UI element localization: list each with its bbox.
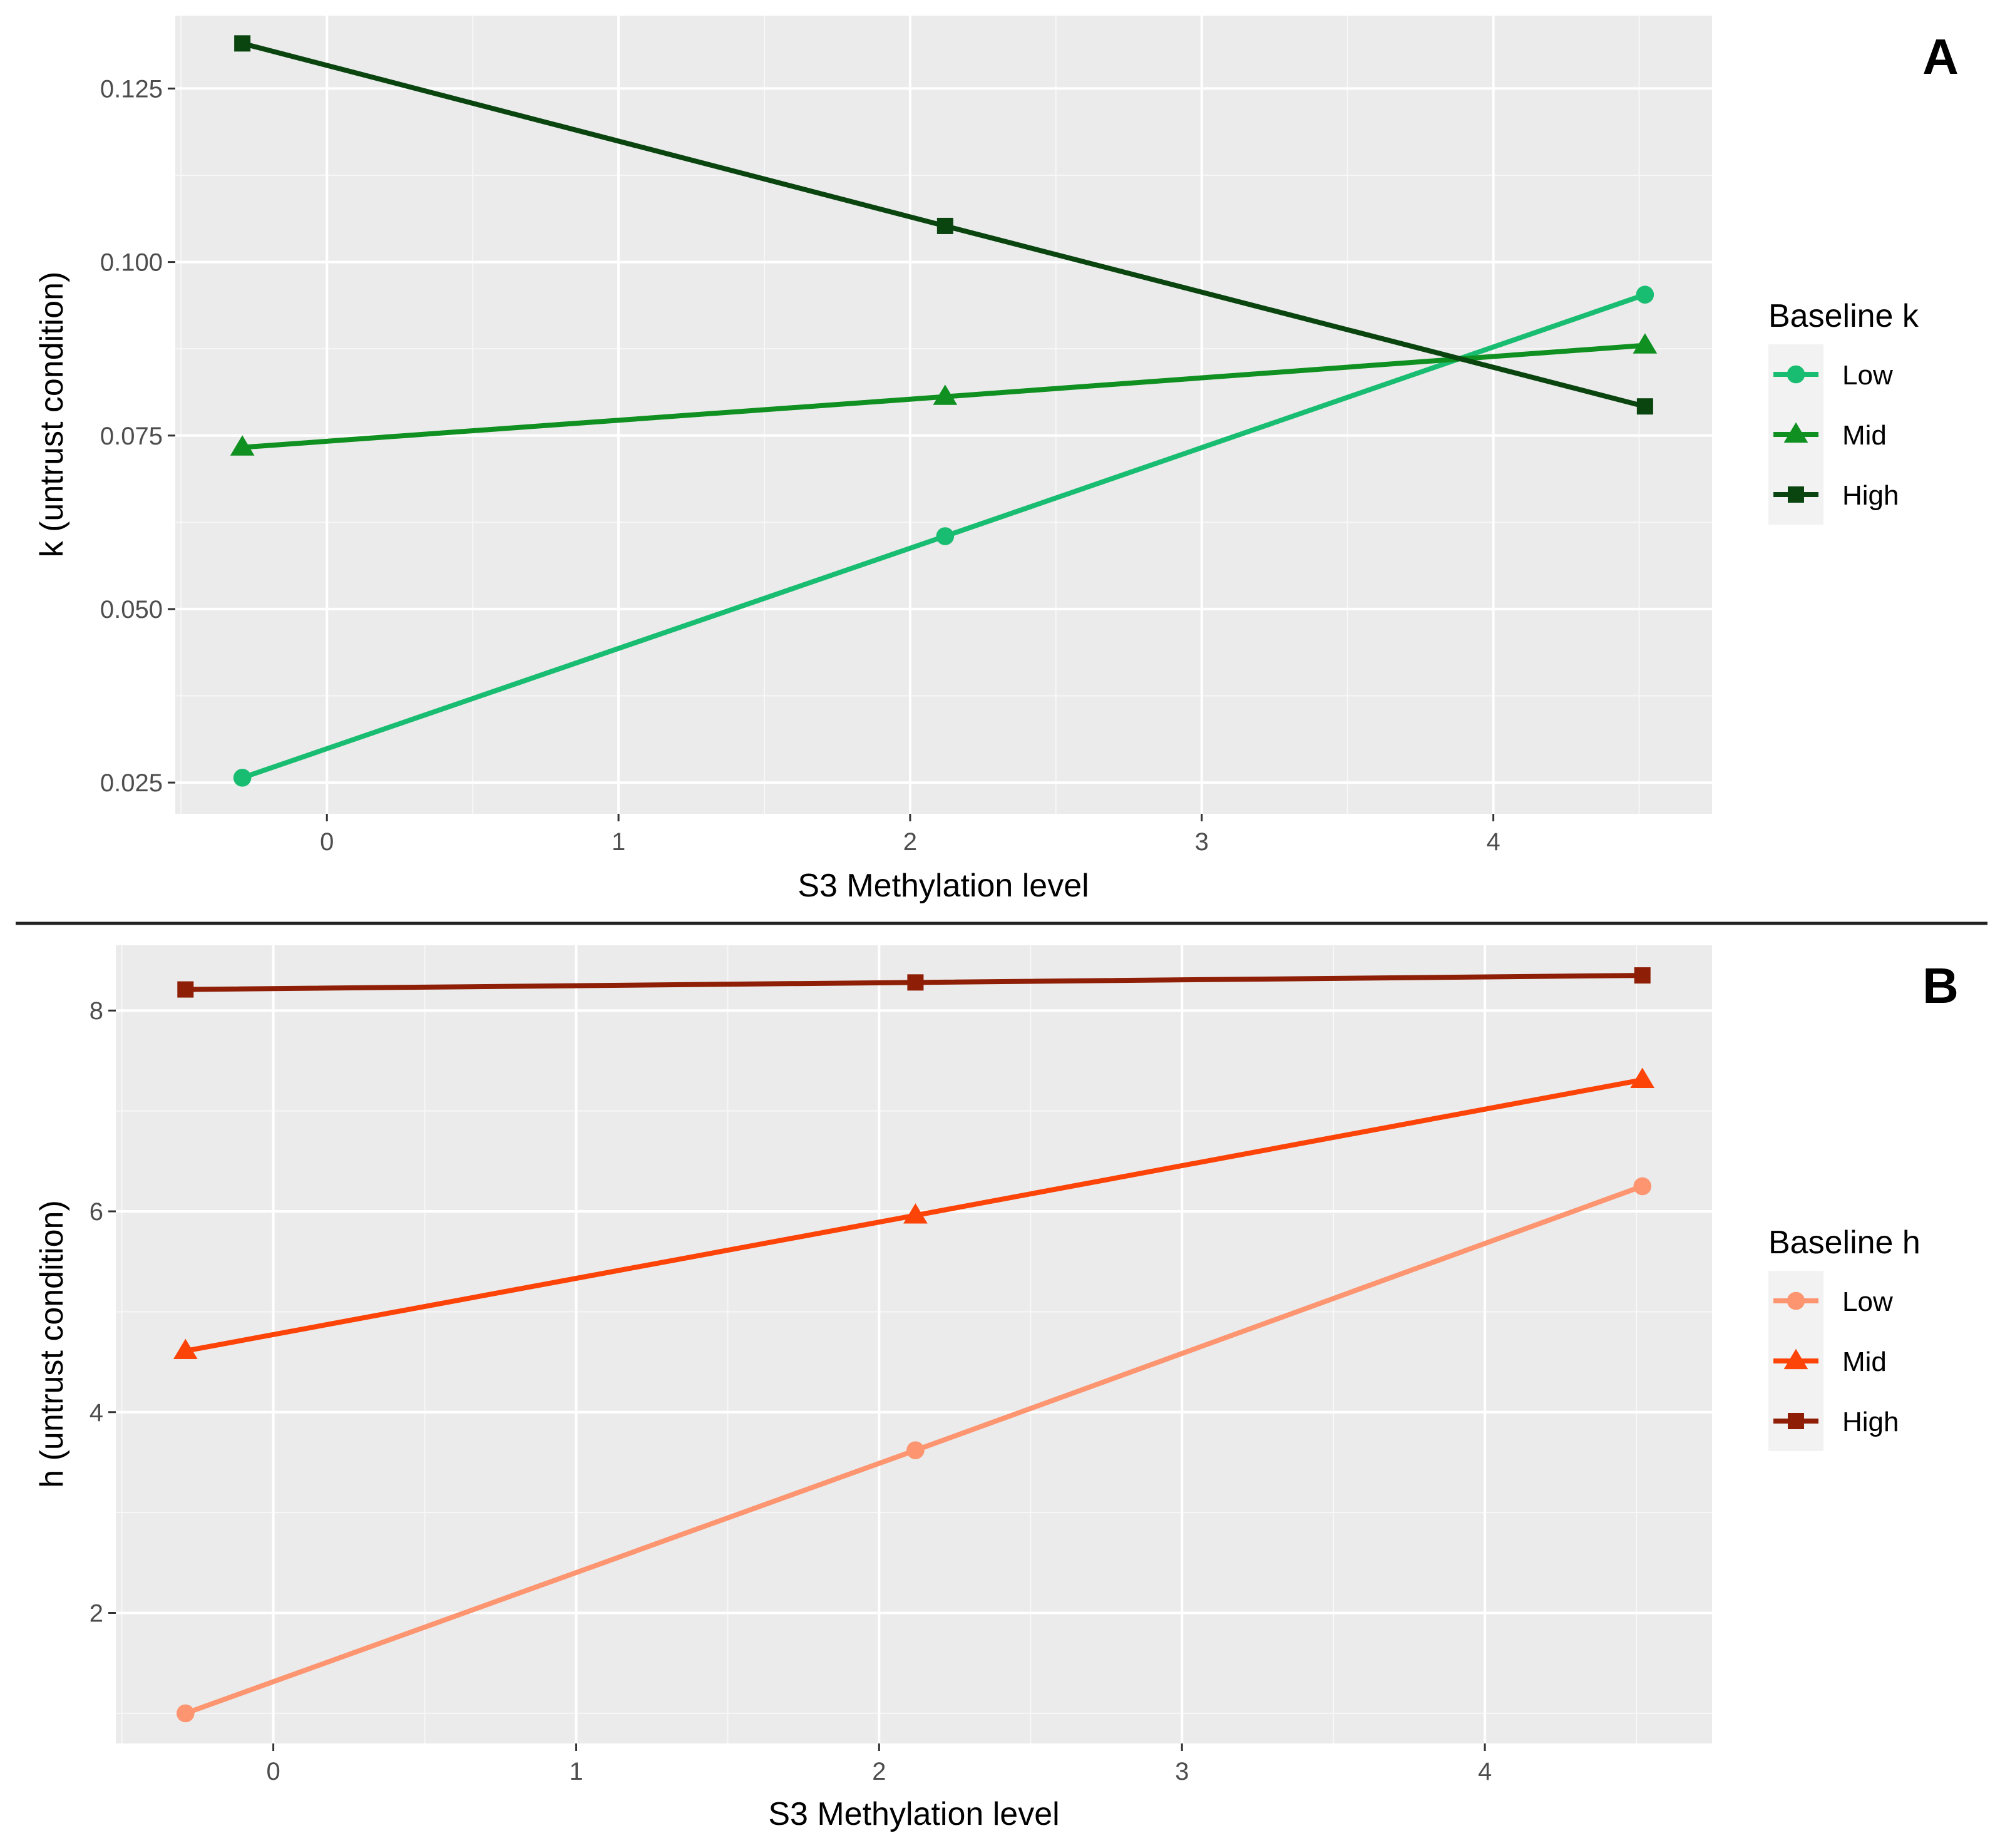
major-grid-y [175,87,1712,784]
data-point-mid [1630,1067,1655,1089]
y-tick-label: 8 [90,997,103,1025]
minor-grid-y [116,1110,1712,1714]
panel-b: 0 1 2 3 4 2 4 6 8 S3 Methylation level h (untru… [34,945,1959,1832]
plot-background [175,16,1712,814]
major-grid-y [116,1009,1712,1614]
legend-title: Baseline k [1768,298,1919,334]
y-tick-label: 6 [90,1198,103,1226]
series-low [233,285,1654,787]
y-tick-label: 2 [90,1600,103,1628]
data-point-high [907,974,924,991]
legend-item-high: High [1768,1391,1899,1451]
y-tick-label: 4 [90,1399,103,1427]
x-axis-title: S3 Methylation level [768,1796,1059,1832]
minor-grid-x [180,16,1640,814]
legend-key-marker [1783,422,1808,443]
y-tick-label: 0.075 [100,423,163,450]
data-point-high [1634,967,1651,984]
panel-letter: B [1922,958,1959,1014]
data-point-high [1636,398,1653,415]
y-tick-label: 0.100 [100,249,163,277]
legend-key-marker [1783,1348,1808,1370]
data-point-low [233,769,252,787]
data-point-mid [903,1203,928,1224]
legend-item-high: High [1768,465,1899,525]
series-layer [230,35,1658,787]
data-point-low [906,1441,925,1459]
panel-a: 0 1 2 3 4 0.025 0.050 0.075 0.100 0.125 S3 Methy… [34,16,1959,904]
data-point-mid [173,1338,198,1360]
series-layer [173,967,1655,1723]
y-tick-label: 0.125 [100,75,163,103]
plot-background [116,945,1712,1743]
legend-key-marker [1788,486,1804,503]
data-point-high [936,217,953,234]
legend: Baseline h Low Mid High [1768,1224,1921,1451]
x-tick-label: 4 [1486,828,1500,856]
legend-label-low: Low [1842,1286,1893,1317]
legend-label-mid: Mid [1842,1347,1887,1377]
legend-title: Baseline h [1768,1224,1921,1261]
x-tick-label: 2 [903,828,917,856]
legend-key-marker [1787,365,1805,384]
legend-item-mid: Mid [1768,1331,1887,1391]
series-high [234,35,1653,415]
major-grid-x [272,945,1487,1743]
data-point-low [936,527,955,545]
legend-item-mid: Mid [1768,404,1887,465]
x-axis: 0 1 2 3 4 [266,1743,1492,1785]
data-point-low [1633,1177,1652,1196]
legend-label-high: High [1842,480,1899,511]
y-axis-title: h (untrust condition) [34,1200,70,1488]
series-high [177,967,1651,998]
series-mid [230,333,1658,456]
x-tick-label: 0 [320,828,334,856]
x-tick-label: 2 [872,1758,886,1785]
x-tick-label: 1 [569,1758,583,1785]
y-tick-label: 0.025 [100,769,163,797]
panel-letter: A [1922,29,1959,85]
major-grid-x [326,16,1495,814]
x-axis-title: S3 Methylation level [797,868,1089,904]
x-tick-label: 3 [1195,828,1209,856]
data-point-high [234,35,251,52]
data-point-mid [230,435,255,456]
data-point-low [176,1704,195,1723]
x-tick-label: 1 [612,828,625,856]
legend-key-marker [1787,1291,1805,1310]
x-tick-label: 4 [1478,1758,1492,1785]
legend-key-marker [1788,1413,1804,1429]
legend: Baseline k Low Mid High [1768,298,1919,525]
x-tick-label: 0 [266,1758,280,1785]
data-point-mid [1633,333,1658,354]
y-axis: 2 4 6 8 [90,997,116,1628]
y-tick-label: 0.050 [100,596,163,624]
data-point-low [1636,285,1654,304]
legend-item-low: Low [1768,344,1893,404]
x-axis: 0 1 2 3 4 [320,814,1500,856]
legend-item-low: Low [1768,1271,1893,1331]
minor-grid-y [175,175,1712,697]
series-low [176,1177,1652,1723]
data-point-mid [933,384,958,405]
series-mid [173,1067,1655,1360]
y-axis: 0.025 0.050 0.075 0.100 0.125 [100,75,175,797]
legend-label-mid: Mid [1842,420,1887,451]
legend-label-low: Low [1842,360,1893,391]
x-tick-label: 3 [1175,1758,1189,1785]
legend-label-high: High [1842,1407,1899,1437]
data-point-high [177,981,194,998]
y-axis-title: k (untrust condition) [34,272,70,558]
